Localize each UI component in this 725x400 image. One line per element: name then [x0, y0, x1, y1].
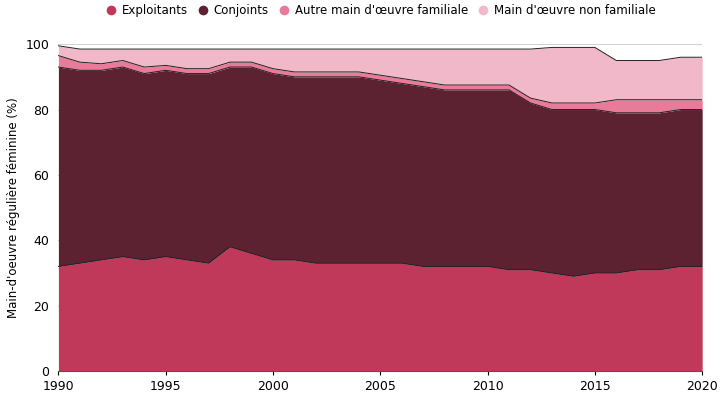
Y-axis label: Main-d'oeuvre régulière féminine (%): Main-d'oeuvre régulière féminine (%) — [7, 97, 20, 318]
Legend: Exploitants, Conjoints, Autre main d'œuvre familiale, Main d'œuvre non familiale: Exploitants, Conjoints, Autre main d'œuv… — [105, 4, 655, 17]
